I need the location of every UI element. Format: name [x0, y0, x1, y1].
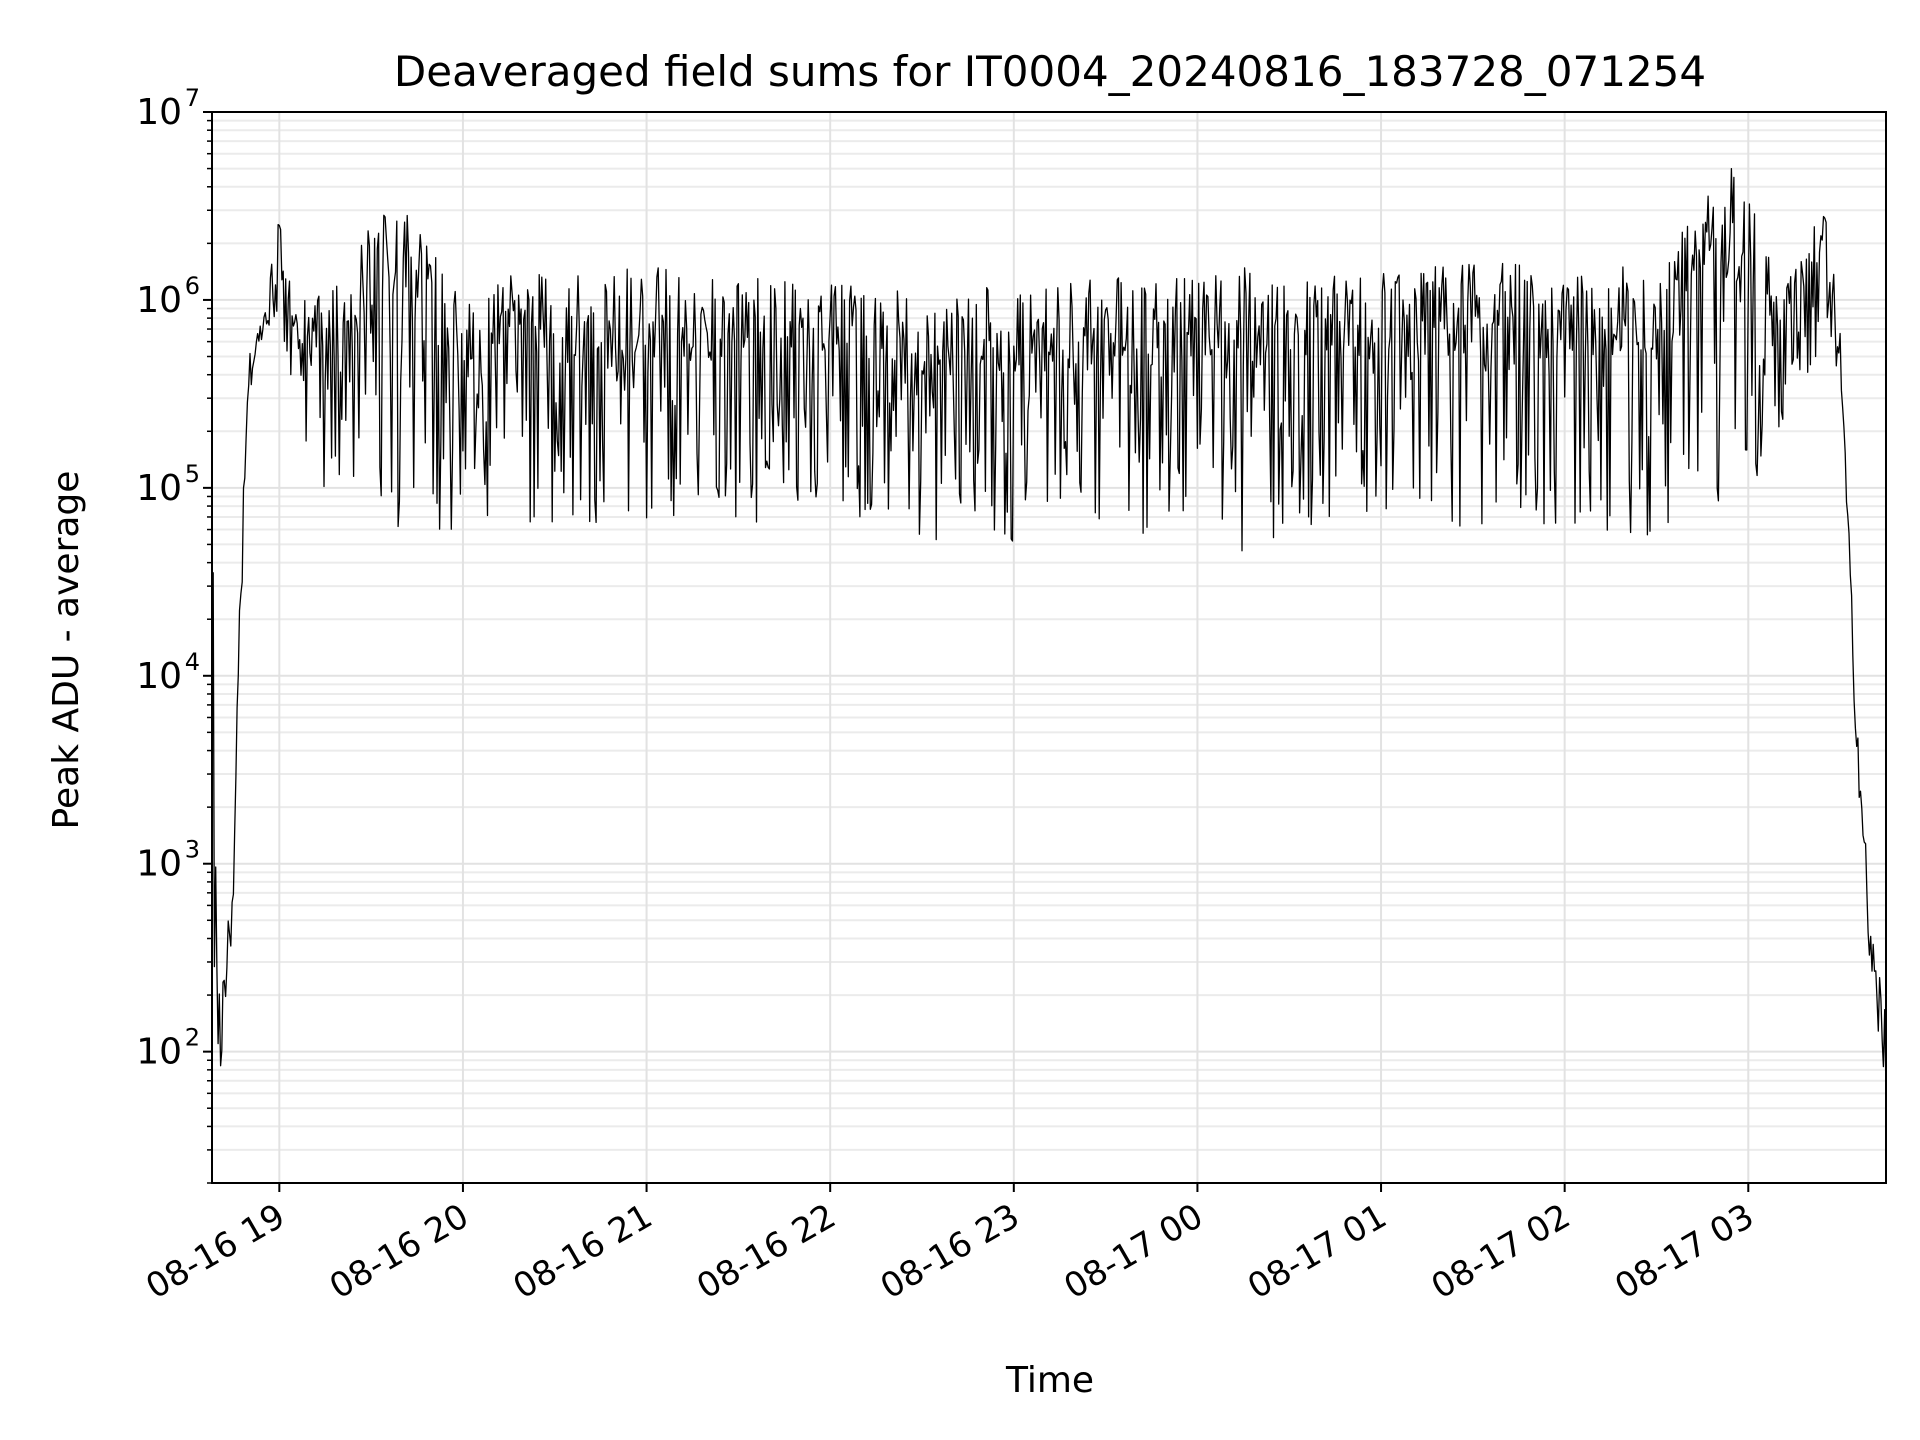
- x-axis-label: Time: [1005, 1360, 1094, 1401]
- y-tick-label: 10: [136, 844, 182, 885]
- y-tick-label: 10: [136, 1032, 182, 1073]
- y-axis-label: Peak ADU - average: [46, 471, 87, 830]
- y-tick-exponent: 6: [185, 272, 200, 300]
- y-tick-exponent: 2: [185, 1024, 200, 1052]
- y-tick-exponent: 7: [185, 84, 200, 112]
- y-tick-exponent: 3: [185, 836, 200, 864]
- y-tick-exponent: 5: [185, 460, 200, 488]
- series-line: [211, 167, 1887, 1094]
- plot-frame: [211, 111, 1887, 1184]
- y-tick-exponent: 4: [185, 648, 200, 676]
- y-tick-label: 10: [136, 280, 182, 321]
- chart-title: Deaveraged field sums for IT0004_2024081…: [394, 47, 1706, 96]
- y-tick-label: 10: [136, 656, 182, 697]
- y-tick-label: 10: [136, 468, 182, 509]
- y-tick-label: 10: [136, 92, 182, 133]
- grid: [212, 111, 1886, 1184]
- series-path: [211, 167, 1887, 1094]
